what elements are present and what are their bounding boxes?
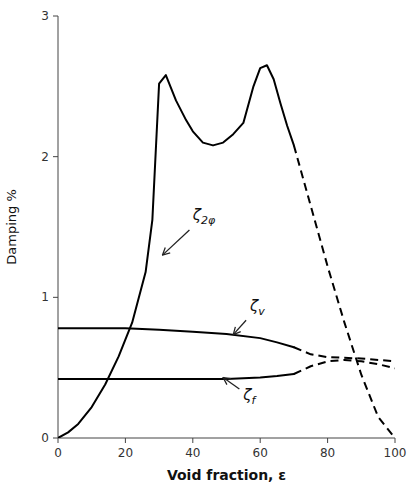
y-tick-label: 1 — [41, 290, 49, 304]
x-tick — [125, 438, 126, 443]
x-tick-label: 100 — [384, 446, 407, 460]
annotation-arrow — [233, 320, 246, 334]
axes: 0 20 40 60 80 100 0 1 2 3 — [41, 9, 406, 460]
y-tick — [53, 297, 58, 298]
series-line — [294, 145, 395, 438]
series-line — [58, 328, 294, 347]
y-tick — [53, 438, 58, 439]
x-tick-label: 40 — [185, 446, 200, 460]
y-tick-label: 2 — [41, 150, 49, 164]
x-tick-label: 0 — [54, 446, 62, 460]
y-axis-line — [58, 16, 59, 438]
x-tick-label: 20 — [118, 446, 133, 460]
y-axis-label: Damping % — [4, 189, 19, 264]
x-tick — [260, 438, 261, 443]
x-tick — [327, 438, 328, 443]
annotation-label: ζv — [249, 297, 265, 318]
x-tick — [395, 438, 396, 443]
annotation-arrow — [162, 230, 189, 255]
x-tick-label: 60 — [253, 446, 268, 460]
series-line — [58, 374, 294, 379]
x-axis-line — [58, 438, 395, 439]
annotations: ζ2φ ζv ζf — [162, 206, 265, 407]
annotation-arrow — [223, 378, 239, 390]
x-axis-label: Void fraction, ε — [167, 467, 286, 483]
annotation-label: ζ2φ — [192, 206, 216, 227]
chart: 0 20 40 60 80 100 0 1 2 3 Void fraction, ε Damping … — [0, 0, 411, 494]
x-tick-label: 80 — [320, 446, 335, 460]
plot-lines — [58, 65, 395, 438]
annotation-label: ζf — [242, 386, 257, 407]
series-line — [294, 360, 395, 374]
y-tick — [53, 156, 58, 157]
y-tick-label: 0 — [41, 431, 49, 445]
x-tick — [192, 438, 193, 443]
y-tick-label: 3 — [41, 9, 49, 23]
y-tick — [53, 16, 58, 17]
series-line — [58, 65, 294, 438]
x-tick — [58, 438, 59, 443]
